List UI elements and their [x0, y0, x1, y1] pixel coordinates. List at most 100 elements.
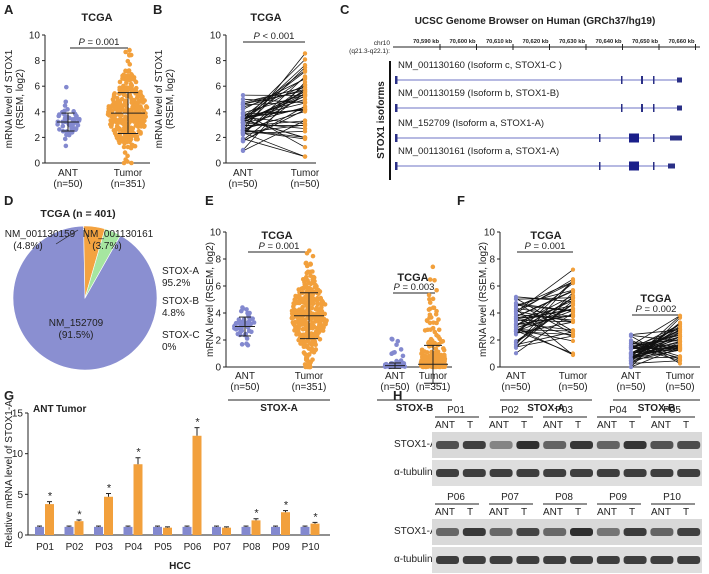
panel-h-band [436, 556, 459, 564]
panel-c-isoform-exon [653, 162, 655, 170]
panel-b-ant-point [240, 148, 246, 154]
panel-h-band [650, 528, 674, 536]
panel-h-band [543, 441, 567, 449]
panel-f-group-1-group-label: STOX-B [638, 403, 676, 414]
panel-a-y-tick-label: 8 [34, 56, 40, 67]
panel-h-patient-label: P08 [555, 492, 573, 503]
panel-b-y-tick-label: 2 [215, 133, 221, 144]
panel-f-group-0-x-label-0-line0: ANT [506, 371, 526, 382]
panel-h-lane-label: T [629, 420, 635, 431]
panel-h-lane-label: ANT [435, 507, 455, 518]
panel-b-y-label: (RSEM, log2) [165, 69, 176, 129]
panel-e-group-1-tumor-point [438, 353, 444, 359]
panel-f-group-0-pair-line [515, 297, 574, 300]
panel-e-group-0-ant-point [249, 329, 254, 335]
panel-e-group-0-tumor-point [301, 312, 306, 318]
panel-f-group-1-pair-line [630, 341, 681, 357]
panel-e-group-0-tumor-point [307, 299, 312, 304]
panel-e-group-0-tumor-point [295, 329, 301, 334]
panel-e-group-1-ant-point [395, 362, 400, 368]
panel-g-bar-tumor-P01 [45, 504, 54, 535]
panel-e-group-1-tumor-point [434, 287, 439, 293]
panel-e-group-1-ant-point [392, 350, 397, 355]
panel-a-tumor-point [130, 113, 136, 119]
panel-a-tumor-point [120, 128, 125, 134]
panel-b-ant-point [240, 123, 246, 129]
panel-b-tumor-point [302, 79, 308, 85]
panel-label-c: C [340, 2, 350, 17]
panel-h-band [570, 528, 593, 536]
panel-a-tumor-point [143, 104, 149, 109]
panel-g-x-label: P01 [36, 542, 54, 553]
panel-b-pair-line [242, 59, 306, 121]
panel-e-group-1-tumor-point [433, 346, 439, 351]
panel-a-y-tick-label: 6 [34, 82, 40, 93]
panel-h-band [516, 441, 540, 449]
panel-c-ruler-label: 70,590 kb [413, 39, 440, 45]
panel-c-ruler-label: 70,650 kb [632, 39, 659, 45]
panel-f-y-tick-label: 10 [484, 228, 496, 239]
panel-e-y-tick-label: 0 [215, 363, 221, 374]
panel-b-pair-line [242, 120, 306, 152]
panel-h-patient-label: P07 [501, 492, 519, 503]
panel-f-group-1-title: TCGA [640, 293, 671, 305]
panel-e-group-0-tumor-point [298, 341, 303, 346]
panel-a-y-label: (RSEM, log2) [15, 69, 26, 129]
panel-g-star: * [136, 447, 141, 459]
panel-h-lane-label: T [467, 507, 473, 518]
panel-g-bar-tumor-P08 [251, 520, 261, 535]
panel-c-isoform-exon [395, 76, 398, 84]
panel-e-group-0-tumor-point [304, 263, 310, 269]
panel-h-patient-label: P10 [663, 492, 681, 503]
panel-a-tumor-point [111, 99, 117, 105]
panel-a-tumor-point [105, 112, 111, 117]
panel-f-group-1-ant-point [628, 350, 634, 355]
panel-c-isoform-exon [599, 162, 601, 170]
panel-b-x-label-0-line1: (n=50) [228, 179, 257, 190]
panel-g-bar-tumor-P07 [222, 527, 231, 535]
panel-a-tumor-point [117, 79, 123, 85]
panel-b-tumor-point [302, 62, 308, 68]
panel-c-isoform-exon [641, 104, 643, 112]
panel-f-group-0-pair-line [515, 289, 574, 306]
panel-a-tumor-point [142, 123, 147, 129]
panel-a-title: TCGA [81, 12, 112, 24]
panel-c-isoform-label-1: NM_001130159 (Isoform b, STOX1-B) [398, 88, 559, 99]
panel-g-star: * [77, 509, 82, 521]
panel-b-ant-point [240, 120, 246, 125]
panel-e-group-1-tumor-point [426, 292, 432, 298]
panel-e-group-1-tumor-point [432, 278, 437, 283]
panel-a-tumor-point [129, 72, 134, 77]
panel-c-isoform-exon [395, 104, 398, 112]
panel-f-group-0-pair-line [515, 282, 574, 328]
panel-e-group-1-group-label: STOX-B [396, 403, 434, 414]
panel-h-patient-label: P05 [663, 405, 681, 416]
panel-e-group-0-ant-point [244, 307, 249, 312]
panel-label-g: G [4, 388, 14, 403]
panel-a-ant-point [64, 132, 69, 138]
panel-f-group-1-pair-line [630, 329, 681, 359]
panel-e-group-0-tumor-point [317, 322, 322, 327]
panel-h-band [436, 441, 459, 449]
panel-e-group-0-ant-point [251, 320, 257, 325]
panel-a-tumor-point [124, 85, 129, 90]
panel-e-group-0-tumor-point [307, 364, 313, 370]
panel-f-group-0-ant-point [513, 315, 519, 320]
panel-e-group-1-tumor-point [431, 320, 436, 325]
panel-e-group-0-tumor-point [303, 317, 308, 323]
panel-e-group-0-tumor-point [307, 248, 312, 253]
panel-g-legend-ant: ANT [33, 404, 54, 415]
panel-b-y-tick-label: 6 [215, 82, 221, 93]
panel-e-group-0-ant-point [236, 331, 242, 337]
panel-e-group-0-tumor-point [291, 321, 297, 327]
panel-c-isoform-label-0: NM_001130160 (Isoform c, STOX1-C ) [398, 60, 562, 71]
panel-b-tumor-point [302, 135, 308, 140]
panel-a-tumor-point [125, 153, 130, 159]
panel-e-group-1-x-label-1-line1: (n=351) [416, 382, 451, 393]
panel-f-group-0-ant-point [513, 325, 519, 330]
panel-f-group-0-pair-line [515, 308, 574, 356]
panel-b-tumor-point [302, 93, 308, 98]
panel-h-lane-label: T [467, 420, 473, 431]
panel-a-scatter: 0 2 4 6 8 10 mRNA level of STOX1 (RSEM, log2) TC… [4, 12, 150, 190]
